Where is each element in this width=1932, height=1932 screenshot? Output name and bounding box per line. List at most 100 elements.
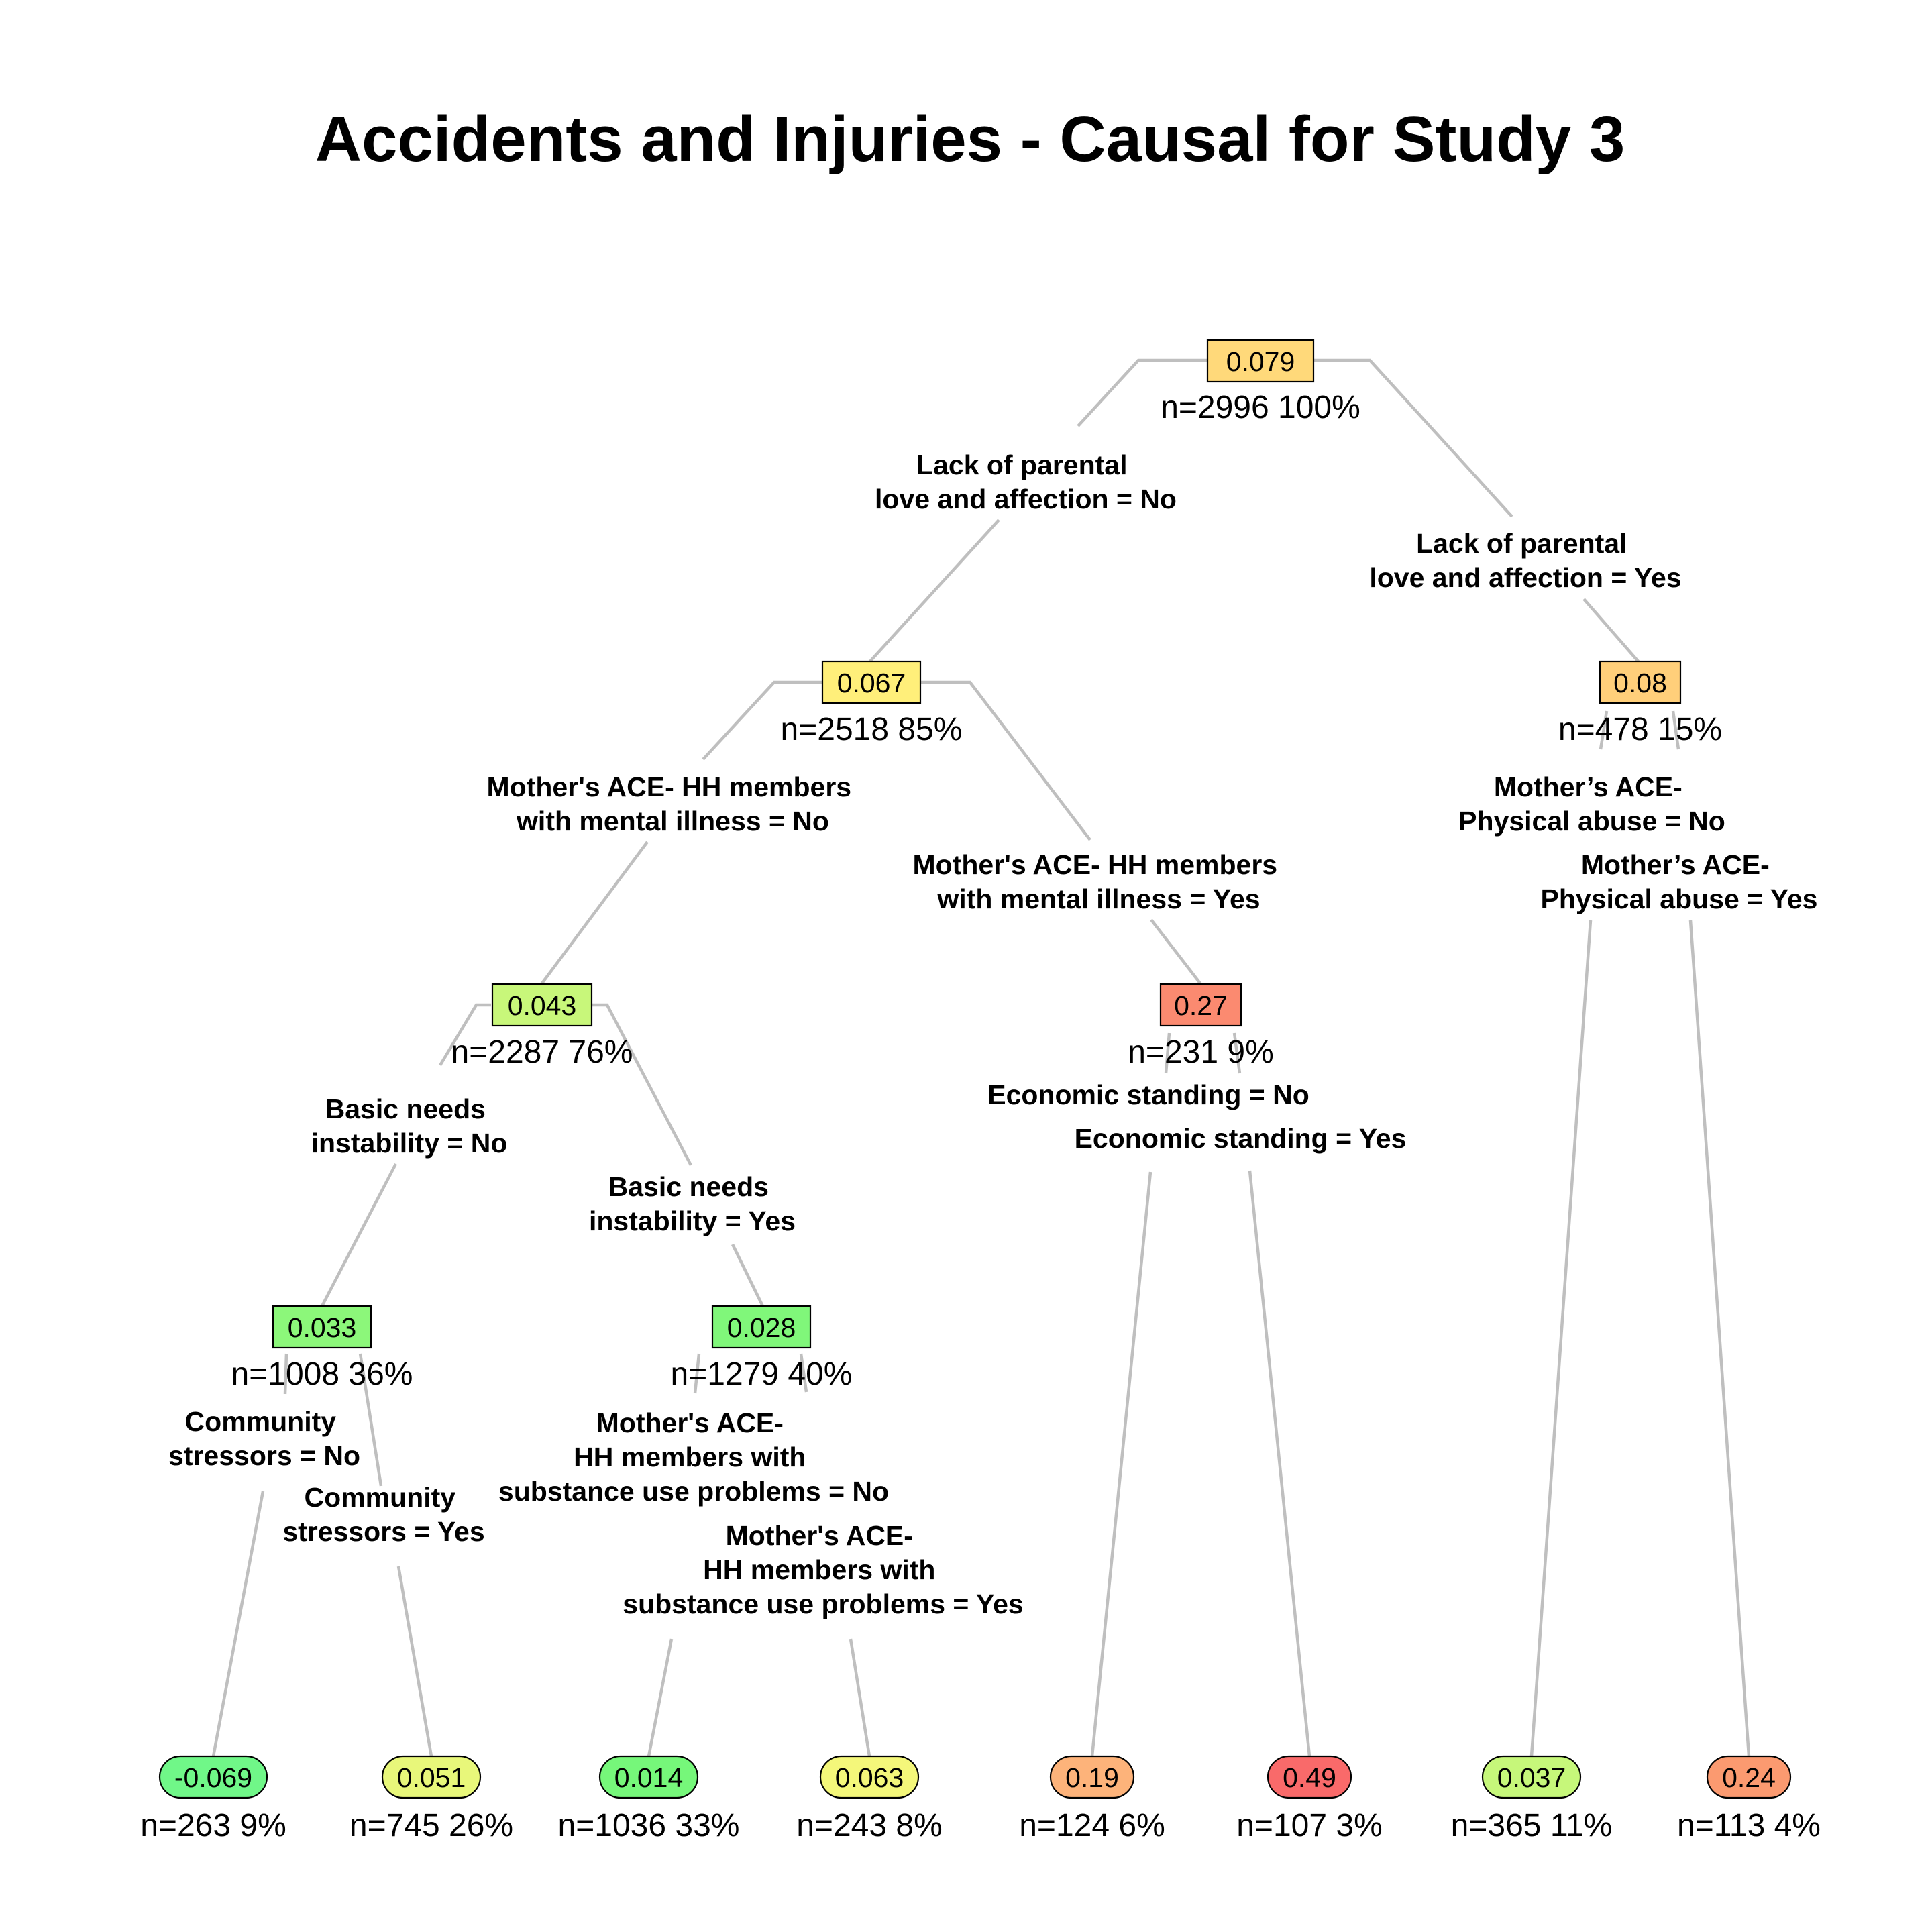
leaf-value: 0.49 [1283, 1762, 1336, 1793]
node-8: 0.033 n=1008 36% [231, 1305, 413, 1392]
split-labels: Lack of parental love and affection = No… [168, 449, 1817, 1619]
node-9: 0.028 n=1279 40% [671, 1305, 853, 1392]
edge-n6-l3 [693, 1353, 701, 1394]
leaf-box [598, 1755, 699, 1799]
leaf-value: 0.24 [1722, 1762, 1776, 1793]
node-value: 0.043 [508, 990, 577, 1021]
split-label-mental-illness-no: Mother's ACE- HH members with mental ill… [486, 771, 859, 837]
edge-n4-l6 [1232, 1032, 1242, 1074]
leaf-value: -0.069 [174, 1762, 252, 1793]
split-label-mental-illness-yes: Mother's ACE- HH members with mental ill… [912, 849, 1285, 914]
node-box [711, 1305, 812, 1349]
leaf-stats: n=113 4% [1677, 1808, 1821, 1843]
leaf-stats: n=263 9% [140, 1808, 286, 1843]
node-stats: n=478 15% [1558, 712, 1722, 747]
node-stats: n=2287 76% [451, 1034, 633, 1070]
leaf-stats: n=1036 33% [558, 1808, 740, 1843]
leaf-value: 0.014 [614, 1762, 684, 1793]
edge-n1-n4-lower [1150, 918, 1202, 985]
leaf-box [1267, 1755, 1352, 1799]
edge-n2-l7-lower [1529, 920, 1593, 1757]
edge-n0-n1-lower [868, 519, 1000, 663]
edge-n0-n1 [1077, 358, 1208, 427]
leaf-value: 0.19 [1065, 1762, 1119, 1793]
node-root: 0.079 n=2996 100% [1161, 339, 1360, 425]
node-box [1159, 983, 1242, 1027]
leaf-2: 0.051 n=745 26% [350, 1755, 513, 1843]
node-value: 0.067 [837, 667, 906, 698]
node-value: 0.27 [1174, 990, 1228, 1021]
edge-n4-l5-lower [1090, 1171, 1152, 1757]
node-stats: n=1279 40% [671, 1356, 853, 1392]
edge-n5-l1-lower [211, 1491, 265, 1757]
edge-n3-n5 [439, 1003, 491, 1067]
node-3: 0.08 n=478 15% [1558, 660, 1722, 747]
edge-n2-l8-lower [1688, 920, 1751, 1757]
node-stats: n=231 9% [1128, 1034, 1274, 1070]
edge-n6-l4-lower [849, 1638, 871, 1757]
leaf-box [381, 1755, 482, 1799]
split-label-substance-yes: Mother's ACE- HH members with substance … [623, 1520, 1023, 1619]
split-label-basic-needs-no: Basic needs instability = No [311, 1093, 508, 1159]
leaf-4: 0.063 n=243 8% [796, 1755, 943, 1843]
leaf-7: 0.037 n=365 11% [1451, 1755, 1613, 1843]
node-box [821, 660, 922, 704]
edge-n3-n6 [592, 1003, 692, 1167]
leaf-stats: n=745 26% [350, 1808, 513, 1843]
edge-n0-n2 [1313, 358, 1513, 518]
leaf-box [1481, 1755, 1582, 1799]
node-stats: n=2996 100% [1161, 390, 1360, 425]
split-label-parental-love-no: Lack of parental love and affection = No [875, 449, 1177, 515]
edge-n1-n3-lower [540, 841, 649, 985]
edge-n1-n3 [702, 680, 822, 761]
node-4: 0.043 n=2287 76% [451, 983, 633, 1070]
node-stats: n=1008 36% [231, 1356, 413, 1392]
leaf-stats: n=124 6% [1019, 1808, 1165, 1843]
split-label-parental-love-yes: Lack of parental love and affection = Ye… [1369, 528, 1681, 593]
node-5: 0.27 n=231 9% [1128, 983, 1274, 1070]
leaf-value: 0.051 [397, 1762, 466, 1793]
edge-n2-l7 [1599, 710, 1609, 750]
leaf-1: -0.069 n=263 9% [140, 1755, 286, 1843]
edge-n4-l5 [1164, 1032, 1171, 1074]
leaf-box [158, 1755, 268, 1799]
node-box [272, 1305, 372, 1349]
leaf-box [1706, 1755, 1792, 1799]
leaf-8: 0.24 n=113 4% [1677, 1755, 1821, 1843]
node-value: 0.033 [288, 1312, 357, 1343]
leaf-stats: n=365 11% [1451, 1808, 1613, 1843]
edge-n5-l1 [283, 1353, 288, 1395]
edge-n4-l6-lower [1248, 1170, 1311, 1757]
node-value: 0.08 [1613, 667, 1667, 698]
chart-title: Accidents and Injuries - Causal for Stud… [315, 103, 1625, 175]
leaf-value: 0.063 [835, 1762, 904, 1793]
leaf-6: 0.49 n=107 3% [1236, 1755, 1383, 1843]
split-label-economic-yes: Economic standing = Yes [1075, 1123, 1407, 1154]
split-label-substance-no: Mother's ACE- HH members with substance … [498, 1407, 889, 1507]
leaf-value: 0.037 [1497, 1762, 1566, 1793]
edge-n1-n4 [920, 680, 1091, 841]
edge-n0-n2-lower [1582, 598, 1640, 663]
edge-n6-l4 [799, 1353, 808, 1393]
leaf-stats: n=243 8% [796, 1808, 943, 1843]
edge-n2-l8 [1671, 710, 1680, 750]
node-value: 0.028 [727, 1312, 796, 1343]
split-label-physical-abuse-no: Mother’s ACE- Physical abuse = No [1458, 771, 1725, 837]
split-label-economic-no: Economic standing = No [987, 1079, 1309, 1110]
split-label-physical-abuse-yes: Mother’s ACE- Physical abuse = Yes [1541, 849, 1818, 914]
leaf-box [819, 1755, 920, 1799]
split-label-basic-needs-yes: Basic needs instability = Yes [589, 1171, 796, 1236]
node-box [1599, 660, 1682, 704]
split-label-community-no: Community stressors = No [168, 1406, 360, 1471]
leaf-box [1049, 1755, 1135, 1799]
edge-n5-l2 [358, 1353, 383, 1487]
leaf-5: 0.19 n=124 6% [1019, 1755, 1165, 1843]
tree-edges [211, 358, 1751, 1757]
edge-n3-n6-lower [731, 1244, 765, 1307]
node-2: 0.067 n=2518 85% [781, 660, 962, 747]
split-label-community-yes: Community stressors = Yes [282, 1482, 484, 1547]
leaf-3: 0.014 n=1036 33% [558, 1755, 740, 1843]
leaf-stats: n=107 3% [1236, 1808, 1383, 1843]
node-value: 0.079 [1226, 346, 1295, 377]
